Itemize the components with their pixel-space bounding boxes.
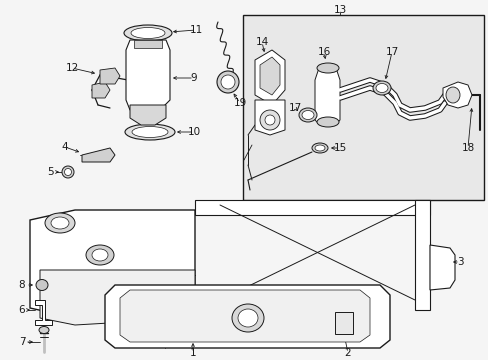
Polygon shape bbox=[82, 148, 115, 162]
Text: 6: 6 bbox=[19, 305, 25, 315]
Text: 19: 19 bbox=[233, 98, 246, 108]
Polygon shape bbox=[314, 65, 339, 125]
Text: 12: 12 bbox=[65, 63, 79, 73]
Ellipse shape bbox=[124, 25, 172, 41]
Polygon shape bbox=[126, 40, 170, 110]
Text: 18: 18 bbox=[461, 143, 474, 153]
Ellipse shape bbox=[314, 145, 325, 151]
Polygon shape bbox=[414, 200, 429, 310]
Polygon shape bbox=[254, 100, 285, 135]
Text: 15: 15 bbox=[333, 143, 346, 153]
Ellipse shape bbox=[316, 63, 338, 73]
Ellipse shape bbox=[62, 166, 74, 178]
Polygon shape bbox=[260, 57, 280, 95]
Ellipse shape bbox=[372, 81, 390, 95]
Ellipse shape bbox=[132, 126, 168, 138]
Text: 17: 17 bbox=[288, 103, 301, 113]
Ellipse shape bbox=[45, 213, 75, 233]
Ellipse shape bbox=[92, 249, 108, 261]
Ellipse shape bbox=[264, 115, 274, 125]
Ellipse shape bbox=[316, 117, 338, 127]
Polygon shape bbox=[105, 285, 389, 348]
Text: 8: 8 bbox=[19, 280, 25, 290]
Ellipse shape bbox=[51, 217, 69, 229]
Text: 1: 1 bbox=[189, 348, 196, 358]
Text: 10: 10 bbox=[187, 127, 200, 137]
Ellipse shape bbox=[217, 71, 239, 93]
Polygon shape bbox=[134, 40, 162, 48]
Polygon shape bbox=[254, 50, 285, 105]
Text: 16: 16 bbox=[317, 47, 330, 57]
Text: 13: 13 bbox=[333, 5, 346, 15]
Text: 14: 14 bbox=[255, 37, 268, 47]
Text: 7: 7 bbox=[19, 337, 25, 347]
Polygon shape bbox=[429, 245, 454, 290]
Bar bbox=[243, 15, 483, 200]
Ellipse shape bbox=[375, 84, 387, 93]
Ellipse shape bbox=[298, 108, 316, 122]
Polygon shape bbox=[120, 290, 369, 342]
Ellipse shape bbox=[445, 87, 459, 103]
Polygon shape bbox=[130, 105, 165, 125]
Text: 11: 11 bbox=[189, 25, 202, 35]
Ellipse shape bbox=[36, 279, 48, 291]
Ellipse shape bbox=[125, 124, 175, 140]
Polygon shape bbox=[195, 200, 429, 215]
Ellipse shape bbox=[231, 304, 264, 332]
Polygon shape bbox=[442, 82, 471, 108]
Text: 5: 5 bbox=[46, 167, 53, 177]
Polygon shape bbox=[92, 82, 110, 98]
Ellipse shape bbox=[260, 110, 280, 130]
Ellipse shape bbox=[86, 245, 114, 265]
Ellipse shape bbox=[238, 309, 258, 327]
Ellipse shape bbox=[311, 143, 327, 153]
Polygon shape bbox=[40, 270, 195, 325]
Ellipse shape bbox=[302, 111, 313, 120]
Ellipse shape bbox=[131, 27, 164, 39]
Ellipse shape bbox=[64, 168, 71, 175]
Text: 3: 3 bbox=[456, 257, 462, 267]
Polygon shape bbox=[30, 210, 195, 318]
Polygon shape bbox=[100, 68, 120, 84]
Text: 17: 17 bbox=[385, 47, 398, 57]
Text: 2: 2 bbox=[344, 348, 350, 358]
Polygon shape bbox=[35, 300, 52, 325]
Ellipse shape bbox=[39, 327, 49, 333]
Ellipse shape bbox=[221, 75, 235, 89]
Bar bbox=[334, 312, 352, 334]
Text: 9: 9 bbox=[190, 73, 197, 83]
Text: 4: 4 bbox=[61, 142, 68, 152]
